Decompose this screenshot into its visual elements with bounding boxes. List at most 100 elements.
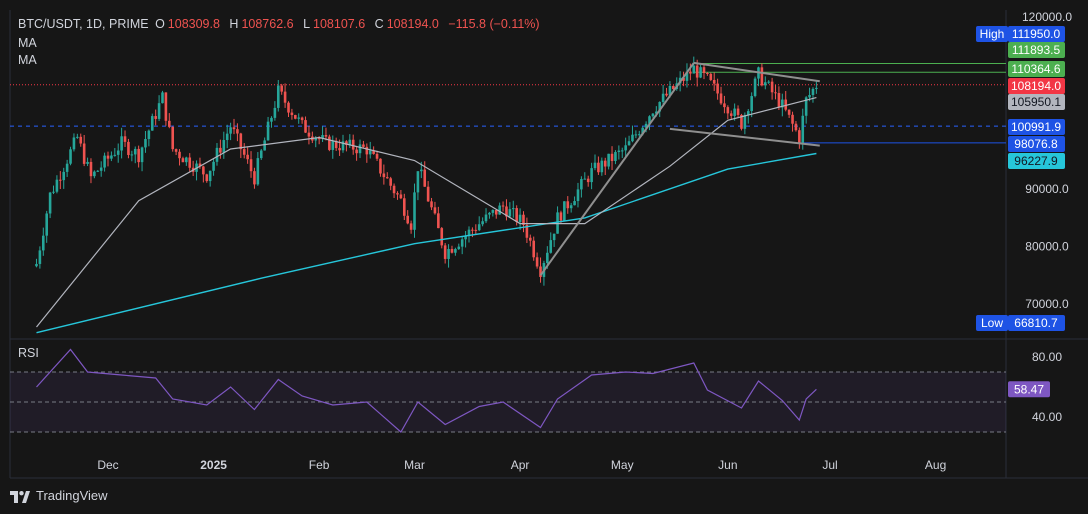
candle-body[interactable]	[655, 111, 658, 114]
footer-brand[interactable]: TradingView	[10, 488, 108, 503]
candle-body[interactable]	[280, 85, 283, 92]
candle-body[interactable]	[648, 116, 651, 124]
candle-body[interactable]	[423, 169, 427, 187]
price-label-box[interactable]	[1008, 61, 1065, 77]
price-label-box[interactable]	[1008, 78, 1065, 94]
candle-body[interactable]	[641, 127, 644, 135]
price-label-box[interactable]	[1008, 94, 1065, 110]
candle-body[interactable]	[597, 162, 600, 173]
candle-body[interactable]	[399, 194, 403, 199]
candle-body[interactable]	[164, 92, 168, 121]
candle-body[interactable]	[314, 138, 318, 141]
candle-body[interactable]	[784, 99, 788, 110]
candle-body[interactable]	[763, 82, 767, 86]
candle-body[interactable]	[515, 208, 518, 222]
candle-body[interactable]	[89, 161, 93, 177]
candle-body[interactable]	[372, 150, 375, 154]
candle-body[interactable]	[535, 257, 539, 267]
candle-body[interactable]	[62, 171, 66, 181]
candle-body[interactable]	[760, 67, 764, 86]
candle-body[interactable]	[120, 136, 123, 151]
candle-body[interactable]	[188, 157, 192, 168]
candle-body[interactable]	[79, 136, 83, 144]
candle-body[interactable]	[804, 97, 808, 116]
candle-body[interactable]	[498, 205, 501, 215]
candle-body[interactable]	[672, 85, 675, 90]
candle-body[interactable]	[110, 155, 113, 159]
candle-body[interactable]	[259, 150, 263, 159]
candle-body[interactable]	[559, 212, 563, 221]
candle-body[interactable]	[580, 179, 583, 190]
candle-body[interactable]	[208, 170, 212, 182]
candle-body[interactable]	[161, 92, 164, 104]
candle-body[interactable]	[464, 235, 467, 240]
candle-body[interactable]	[770, 81, 774, 93]
trend-line[interactable]	[693, 61, 820, 83]
candle-body[interactable]	[355, 149, 358, 154]
candle-body[interactable]	[617, 150, 621, 153]
candle-body[interactable]	[140, 147, 144, 163]
candle-body[interactable]	[637, 134, 641, 136]
candle-body[interactable]	[644, 123, 648, 128]
candle-body[interactable]	[563, 201, 566, 221]
candle-body[interactable]	[65, 163, 69, 172]
candle-body[interactable]	[263, 140, 266, 151]
candle-body[interactable]	[552, 233, 556, 241]
ma-slow-line[interactable]	[36, 152, 817, 334]
candle-body[interactable]	[324, 135, 328, 137]
candle-body[interactable]	[317, 138, 321, 140]
candle-body[interactable]	[38, 250, 42, 264]
candle-body[interactable]	[362, 144, 365, 147]
rsi-legend[interactable]: RSI	[18, 346, 39, 360]
candle-body[interactable]	[450, 248, 454, 253]
candle-body[interactable]	[505, 206, 508, 217]
candle-body[interactable]	[351, 139, 355, 150]
candle-body[interactable]	[777, 93, 781, 108]
candle-body[interactable]	[219, 147, 222, 153]
candle-body[interactable]	[331, 140, 335, 150]
candle-body[interactable]	[576, 189, 580, 202]
candle-body[interactable]	[253, 171, 256, 185]
candle-body[interactable]	[658, 101, 662, 112]
candle-body[interactable]	[665, 93, 668, 96]
candle-body[interactable]	[454, 249, 457, 253]
candle-body[interactable]	[808, 94, 811, 98]
candle-body[interactable]	[549, 240, 553, 253]
candle-body[interactable]	[753, 78, 757, 97]
candle-body[interactable]	[624, 145, 627, 151]
price-label-box[interactable]	[1008, 26, 1065, 42]
candle-body[interactable]	[116, 150, 120, 155]
symbol-label[interactable]: BTC/USDT, 1D, PRIME	[18, 17, 149, 31]
candle-body[interactable]	[709, 73, 713, 80]
candle-body[interactable]	[791, 114, 794, 124]
candle-body[interactable]	[511, 208, 515, 210]
candle-body[interactable]	[566, 201, 570, 209]
candle-body[interactable]	[106, 155, 110, 159]
candle-body[interactable]	[41, 235, 45, 251]
candle-body[interactable]	[413, 192, 416, 230]
candle-body[interactable]	[620, 150, 624, 152]
candle-body[interactable]	[229, 127, 232, 134]
candle-body[interactable]	[811, 88, 815, 95]
candle-body[interactable]	[379, 158, 382, 174]
candle-body[interactable]	[222, 140, 226, 153]
candle-body[interactable]	[787, 109, 791, 115]
candle-body[interactable]	[225, 133, 229, 141]
candle-body[interactable]	[692, 65, 696, 74]
price-label-box[interactable]	[1008, 119, 1065, 135]
candle-body[interactable]	[103, 155, 106, 168]
candle-body[interactable]	[546, 252, 549, 263]
candle-body[interactable]	[631, 134, 634, 142]
candle-body[interactable]	[409, 223, 413, 230]
candle-body[interactable]	[358, 144, 362, 154]
candle-body[interactable]	[593, 162, 597, 169]
candle-body[interactable]	[35, 263, 38, 267]
candle-body[interactable]	[437, 213, 440, 229]
candle-body[interactable]	[392, 185, 396, 194]
candle-body[interactable]	[154, 116, 157, 119]
candle-body[interactable]	[525, 224, 529, 238]
candle-body[interactable]	[569, 205, 573, 209]
price-label-box[interactable]	[1008, 136, 1065, 152]
trend-line[interactable]	[539, 62, 695, 276]
candle-body[interactable]	[273, 107, 277, 118]
